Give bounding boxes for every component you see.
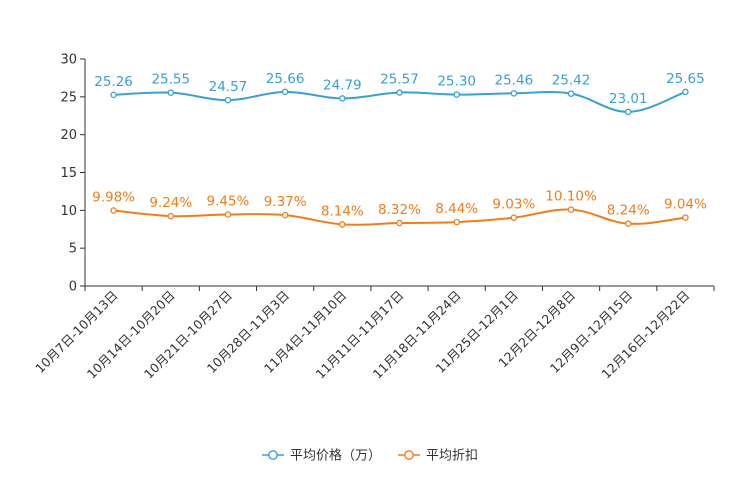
data-point [167, 212, 175, 220]
legend-item-average-price[interactable]: 平均价格（万） [262, 448, 381, 464]
data-label: 25.30 [437, 74, 476, 90]
legend-label: 平均折扣 [426, 449, 478, 464]
data-point [396, 89, 403, 96]
y-tick-label: 5 [69, 242, 77, 257]
data-label: 25.57 [380, 72, 419, 88]
data-label: 25.26 [94, 74, 133, 90]
data-label: 10.10% [545, 189, 597, 205]
data-point [510, 90, 518, 97]
data-point [339, 95, 346, 102]
data-point [281, 88, 289, 96]
y-tick-label: 10 [60, 204, 77, 219]
y-tick-label: 0 [69, 280, 77, 295]
legend[interactable]: 平均价格（万） 平均折扣 [262, 448, 478, 464]
data-label: 8.14% [321, 203, 364, 219]
data-point [110, 207, 117, 214]
data-point [224, 96, 232, 104]
data-point [624, 220, 632, 227]
data-label: 25.65 [666, 71, 705, 87]
y-tick-label: 25 [60, 90, 77, 105]
data-label: 25.55 [151, 72, 190, 88]
data-point [682, 88, 689, 96]
y-tick-label: 30 [60, 53, 77, 68]
data-label: 25.46 [495, 72, 534, 88]
data-point [396, 219, 403, 227]
y-tick-label: 15 [60, 166, 77, 181]
data-label: 25.66 [266, 71, 305, 87]
data-label: 8.32% [378, 202, 421, 218]
data-label: 9.37% [264, 194, 307, 210]
legend-label: 平均价格（万） [290, 448, 381, 464]
data-point [224, 211, 232, 218]
legend-marker-icon [404, 450, 414, 460]
data-point [682, 214, 689, 221]
data-point [281, 211, 289, 219]
data-point [567, 206, 575, 213]
data-label: 9.98% [92, 189, 135, 205]
data-point [167, 89, 175, 96]
data-point [453, 218, 460, 226]
data-point [453, 91, 460, 98]
data-label: 8.24% [607, 203, 650, 219]
series-average-discount: 9.98% 9.24% 9.45% 9.37% 8.14% 8.32% 8.44% 9.03%… [92, 189, 707, 228]
series-layer: 25.26 25.55 24.57 25.66 24.79 25.57 25.30 25.46… [92, 71, 707, 228]
y-tick-label: 20 [60, 128, 77, 143]
data-label: 24.57 [209, 79, 248, 95]
data-point [110, 91, 117, 99]
data-label: 9.03% [492, 197, 535, 213]
legend-item-average-discount[interactable]: 平均折扣 [398, 449, 478, 464]
data-point [567, 90, 575, 97]
data-label: 9.24% [149, 195, 192, 211]
data-point [510, 214, 518, 221]
data-label: 23.01 [609, 91, 648, 107]
data-label: 9.04% [664, 197, 707, 213]
data-label: 8.44% [435, 201, 478, 217]
data-point [624, 108, 632, 116]
series-average-price: 25.26 25.55 24.57 25.66 24.79 25.57 25.30 25.46… [94, 71, 705, 116]
legend-marker-icon [268, 450, 278, 460]
data-label: 9.45% [207, 193, 250, 209]
data-label: 25.42 [552, 73, 591, 89]
data-point [339, 221, 346, 228]
data-label: 24.79 [323, 77, 362, 93]
